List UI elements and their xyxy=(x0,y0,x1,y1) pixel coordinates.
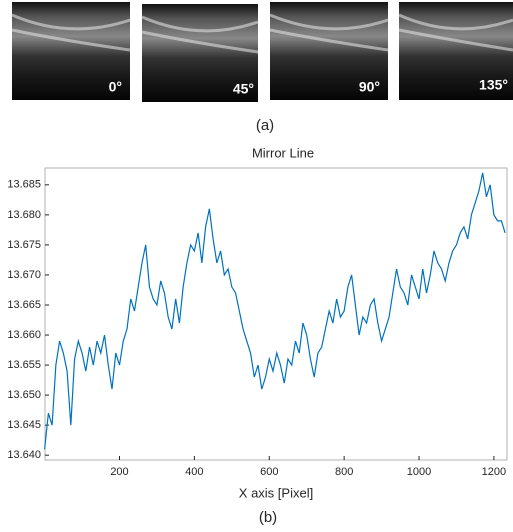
image-1: 45° xyxy=(141,4,259,102)
x-tick-label: 200 xyxy=(110,466,128,478)
y-tick-label: 13.685 xyxy=(7,179,41,191)
plot-frame xyxy=(44,167,508,461)
image-3: 135° xyxy=(398,2,513,100)
angle-label: 90° xyxy=(359,79,380,95)
panel-label: (b) xyxy=(259,509,277,526)
y-tick-label: 13.650 xyxy=(7,389,41,401)
y-tick-label: 13.655 xyxy=(7,359,41,371)
x-tick-label: 400 xyxy=(185,466,203,478)
angle-label: 135° xyxy=(479,77,508,93)
x-tick-label: 1000 xyxy=(407,466,431,478)
chart-title: Mirror Line xyxy=(252,145,314,160)
angle-label: 45° xyxy=(233,81,254,97)
y-tick-label: 13.660 xyxy=(7,329,41,341)
x-tick-label: 800 xyxy=(335,466,353,478)
data-line xyxy=(44,172,506,450)
x-tick-label: 1200 xyxy=(482,466,506,478)
y-tick-label: 13.640 xyxy=(7,449,41,461)
image-0: 0° xyxy=(11,2,131,100)
x-axis-label: X axis [Pixel] xyxy=(239,485,313,500)
panel-label: (a) xyxy=(256,117,274,134)
y-tick-label: 13.680 xyxy=(7,209,41,221)
y-tick-label: 13.675 xyxy=(7,239,41,251)
image-2: 90° xyxy=(269,2,389,100)
y-tick-label: 13.645 xyxy=(7,419,41,431)
angle-label: 0° xyxy=(109,79,122,95)
y-tick-label: 13.670 xyxy=(7,269,41,281)
y-tick-label: 13.665 xyxy=(7,299,41,311)
x-tick-label: 600 xyxy=(260,466,278,478)
